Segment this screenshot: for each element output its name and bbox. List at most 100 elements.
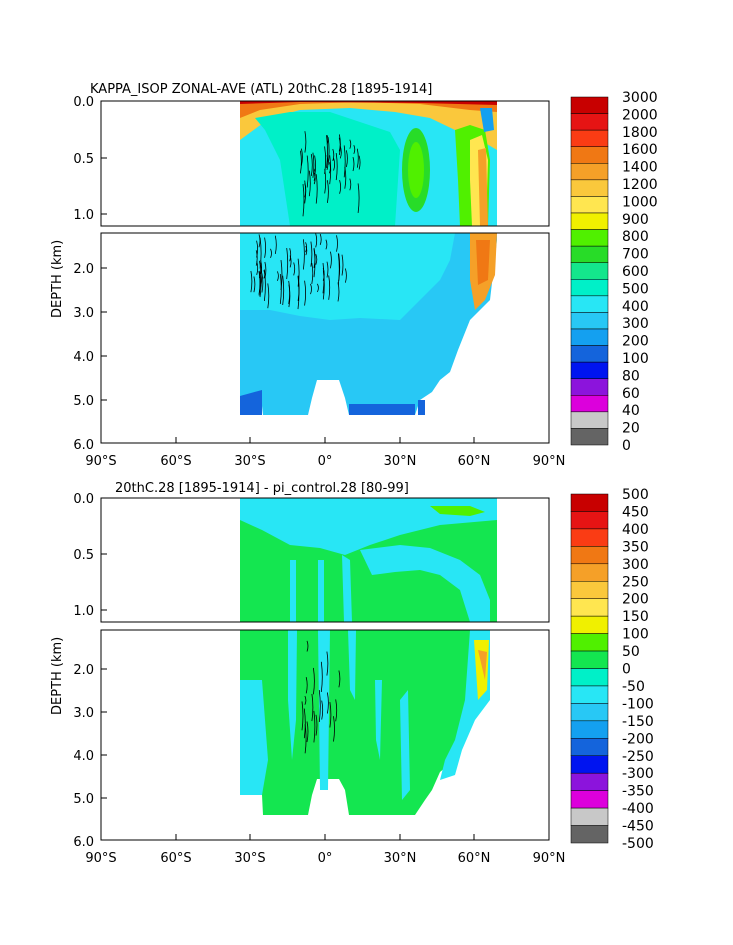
contour-line <box>321 700 324 720</box>
contour-line <box>315 254 318 265</box>
contour-line <box>260 265 263 287</box>
panel-2-colorbar-label-7: 150 <box>622 609 649 625</box>
contour-line <box>315 174 318 204</box>
contour-line <box>263 270 266 279</box>
panel-1-colorbar-box-19 <box>570 411 609 429</box>
panel-1-ytick-5: 4.0 <box>73 350 94 365</box>
panel-2-colorbar-box-0 <box>570 493 609 512</box>
panel-1-colorbar-box-4 <box>570 163 609 181</box>
panel-1-colorbar-box-17 <box>570 378 609 396</box>
contour-line <box>297 276 300 310</box>
panel-2-colorbar: 500450400350300250200150100500-50-100-15… <box>570 487 654 852</box>
contour-line <box>317 283 319 293</box>
contour-line <box>349 139 352 149</box>
contour-line <box>326 651 329 676</box>
panel-2-colorbar-label-4: 300 <box>622 557 649 573</box>
contour-line <box>324 169 327 194</box>
panel-1-colorbar-box-2 <box>570 129 609 147</box>
panel-1-colorbar-label-11: 500 <box>622 281 649 297</box>
panel-2-xtick-6: 90°N <box>533 851 566 866</box>
panel-2-colorbar-box-12 <box>570 703 609 722</box>
panel-1-ytick-7: 6.0 <box>73 438 94 453</box>
contour-line <box>357 183 360 213</box>
contour-line <box>260 260 262 275</box>
panel-2-colorbar-box-4 <box>570 563 609 582</box>
contour-line <box>352 156 355 172</box>
panel-1: KAPPA_ISOP ZONAL-AVE (ATL) 20thC.28 [189… <box>50 82 658 469</box>
panel-1-colorbar-label-20: 0 <box>622 438 631 454</box>
panel-1-colorbar-label-15: 100 <box>622 351 649 367</box>
panel-1-x-axis <box>100 437 550 443</box>
contour-line <box>300 150 302 174</box>
panel-1-colorbar-label-18: 40 <box>622 403 640 419</box>
panel-2-colorbar-label-19: -450 <box>622 819 654 835</box>
contour-line <box>304 183 307 198</box>
panel-1-colorbar-box-9 <box>570 245 609 263</box>
contour-line <box>333 716 335 742</box>
panel-1-colorbar-box-1 <box>570 113 609 131</box>
contour-line <box>250 270 253 293</box>
contour-line <box>345 268 347 283</box>
panel-1-ylabel: DEPTH (km) <box>50 240 65 318</box>
panel-1-lower-field <box>240 233 497 415</box>
contour-line <box>258 270 261 295</box>
panel-2-colorbar-box-14 <box>570 738 609 756</box>
contour-line <box>338 137 341 152</box>
contour-line <box>253 276 256 293</box>
contour-line <box>255 250 258 266</box>
panel-2-colorbar-label-18: -400 <box>622 801 654 817</box>
contour-line <box>304 280 306 306</box>
contour-line <box>303 708 306 739</box>
panel-1-colorbar-box-10 <box>570 262 609 280</box>
panel-2-colorbar-box-18 <box>570 807 609 826</box>
contour-line <box>335 699 338 722</box>
contour-line <box>329 155 332 185</box>
panel-2-ytick-2: 1.0 <box>73 604 94 619</box>
panel-1-colorbar-label-17: 60 <box>622 386 640 402</box>
panel-1-colorbar-box-12 <box>570 295 609 313</box>
panel-2-colorbar-label-13: -150 <box>622 714 654 730</box>
contour-line <box>356 148 359 168</box>
panel-2-colorbar-label-11: -50 <box>622 679 645 695</box>
contour-line <box>293 262 296 276</box>
contour-line <box>343 145 346 178</box>
contour-line <box>320 661 323 693</box>
contour-line <box>326 261 329 278</box>
contour-line <box>338 670 341 688</box>
panel-2-colorbar-label-2: 400 <box>622 522 649 538</box>
panel-2-ytick-7: 6.0 <box>73 835 94 850</box>
contour-line <box>304 131 307 153</box>
panel-2-colorbar-box-15 <box>570 755 609 774</box>
panel-2-ytick-5: 4.0 <box>73 749 94 764</box>
contour-line <box>289 248 292 262</box>
panel-2-xtick-0: 90°S <box>85 851 116 866</box>
contour-line <box>303 239 305 270</box>
panel-2-upper-frame <box>100 497 550 623</box>
panel-2-colorbar-label-5: 250 <box>622 574 649 590</box>
panel-1-colorbar-label-3: 1600 <box>622 142 658 158</box>
contour-line <box>335 153 338 181</box>
panel-1-colorbar-label-13: 300 <box>622 316 649 332</box>
contour-line <box>311 263 314 284</box>
panel-1-colorbar-label-10: 600 <box>622 264 649 280</box>
panel-1-colorbar-box-14 <box>570 328 609 346</box>
contour-line <box>322 270 325 300</box>
panel-1-colorbar-box-20 <box>570 428 609 446</box>
panel-2-x-axis <box>100 834 550 840</box>
panel-2-colorbar-box-8 <box>570 633 609 652</box>
panel-2-ytick-4: 3.0 <box>73 706 94 721</box>
contour-line <box>346 150 348 168</box>
contour-line <box>310 283 312 295</box>
contour-line <box>311 693 314 722</box>
panel-2-ytick-3: 2.0 <box>73 663 94 678</box>
panel-2-colorbar-box-2 <box>570 528 609 547</box>
contour-line <box>286 248 289 280</box>
panel-1-colorbar-label-9: 700 <box>622 247 649 263</box>
panel-1-colorbar-box-7 <box>570 212 609 230</box>
panel-2-ylabel: DEPTH (km) <box>50 637 65 715</box>
panel-2-colorbar-label-1: 450 <box>622 504 649 520</box>
panel-1-ytick-0: 0.0 <box>73 95 94 110</box>
panel-1-colorbar-label-2: 1800 <box>622 125 658 141</box>
contour-line <box>306 155 309 188</box>
panel-1-upper-frame <box>100 100 550 227</box>
